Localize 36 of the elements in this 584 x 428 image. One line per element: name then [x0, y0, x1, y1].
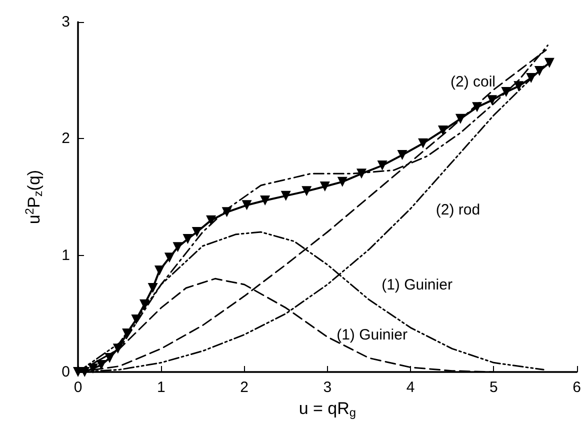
- point: [192, 227, 202, 237]
- point: [280, 190, 291, 201]
- point: [320, 182, 330, 192]
- point: [164, 252, 174, 263]
- point: [172, 242, 183, 252]
- point: [148, 283, 158, 293]
- point: [438, 126, 448, 136]
- x-tick-label: 5: [490, 379, 498, 396]
- annotation: (1) Guinier: [382, 276, 452, 294]
- x-tick-label: 6: [572, 379, 581, 396]
- y-tick-label: 2: [62, 130, 70, 148]
- point: [397, 150, 408, 160]
- annotation: (2) rod: [436, 202, 480, 218]
- point: [514, 81, 524, 92]
- point: [487, 95, 498, 106]
- y-tick-label: 3: [62, 14, 70, 30]
- x-tick-label: 4: [406, 379, 415, 396]
- point: [377, 160, 388, 170]
- x-tick-label: 2: [240, 379, 248, 396]
- x-tick-label: 0: [74, 379, 82, 396]
- point: [206, 215, 216, 226]
- x-tick-label: 1: [156, 379, 166, 396]
- point: [154, 266, 164, 276]
- point: [242, 200, 252, 210]
- point: [182, 234, 193, 244]
- annotation: (1) Guinier: [336, 326, 408, 344]
- point: [337, 176, 348, 187]
- x-tick-label: 3: [323, 379, 332, 396]
- point: [544, 58, 554, 68]
- point: [418, 138, 428, 148]
- annotation: (2) coil: [450, 74, 496, 90]
- y-tick-label: 1: [62, 246, 70, 264]
- y-tick-label: 0: [62, 364, 70, 380]
- point: [302, 186, 312, 196]
- point: [260, 196, 270, 206]
- y-axis-title: u2Pz(q): [22, 170, 45, 224]
